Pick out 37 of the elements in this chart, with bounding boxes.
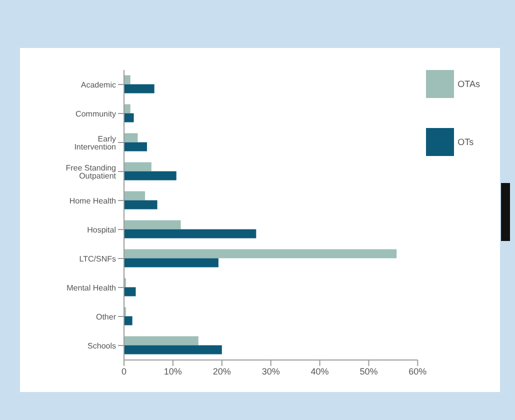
x-tick-label: 40% <box>310 366 329 376</box>
bar <box>124 171 176 180</box>
bar <box>124 249 397 258</box>
bar <box>124 113 134 122</box>
y-tick-label: Free Standing Outpatient <box>66 163 117 180</box>
y-tick-label: Hospital <box>87 225 116 234</box>
bar <box>124 200 158 210</box>
bar <box>124 287 136 296</box>
y-tick-label: Mental Health <box>66 283 116 292</box>
bar <box>124 104 130 114</box>
bar <box>124 316 132 326</box>
bar <box>124 258 218 268</box>
x-tick-label: 10% <box>164 366 182 376</box>
bar <box>124 133 138 142</box>
x-tick-label: 60% <box>408 366 427 376</box>
bar <box>124 75 130 84</box>
bar <box>124 345 222 354</box>
x-tick-label: 50% <box>360 366 378 376</box>
y-tick-label: Community <box>76 109 116 118</box>
bar <box>124 142 148 152</box>
y-tick-label: Academic <box>80 80 116 90</box>
y-tick-label: LTC/SNFs <box>79 254 116 264</box>
x-tick-label: 20% <box>212 366 231 376</box>
bar <box>124 220 181 230</box>
y-tick-label: Home Health <box>69 196 116 206</box>
bar <box>124 84 154 94</box>
text: OTs <box>458 137 474 147</box>
y-tick-label: Schools <box>88 341 116 350</box>
bar <box>124 162 152 172</box>
bar <box>124 191 146 200</box>
x-tick-label: 30% <box>262 366 280 376</box>
text: OTAs <box>458 79 480 89</box>
bar <box>124 336 198 346</box>
x-tick-label: 0 <box>121 366 127 376</box>
y-tick-label: Other <box>96 312 116 322</box>
y-tick-label: Early Intervention <box>74 134 116 152</box>
bar <box>124 229 256 238</box>
